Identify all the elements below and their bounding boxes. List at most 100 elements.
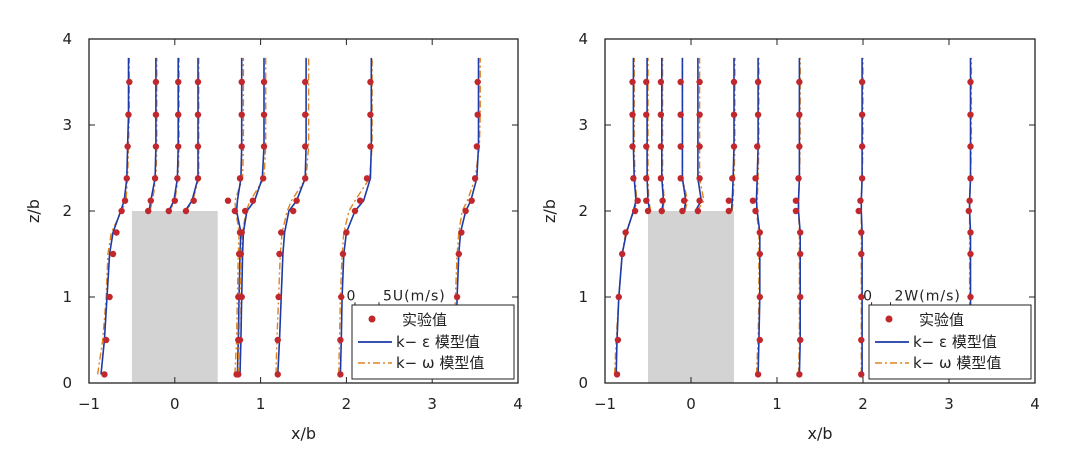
experiment-point (125, 111, 132, 118)
experiment-point (754, 371, 762, 378)
experiment-point (194, 78, 202, 86)
experiment-point (967, 175, 974, 182)
experiment-point (237, 250, 245, 258)
scale-bar-zero-label: 0 (863, 288, 872, 304)
experiment-point (677, 175, 684, 182)
profile-5-k-omega-line (237, 57, 267, 375)
y-axis-label: z/b (24, 199, 43, 223)
experiment-point (302, 175, 309, 182)
experiment-point (858, 111, 866, 118)
experiment-point (858, 78, 866, 86)
experiment-point (175, 78, 182, 86)
experiment-point (302, 78, 309, 86)
experiment-point (145, 207, 152, 215)
experiment-point (680, 197, 688, 204)
experiment-point (643, 143, 650, 150)
experiment-point (967, 78, 974, 86)
scale-bar-zero-label: 0 (347, 288, 356, 304)
experiment-point (275, 293, 282, 301)
x-tick-label: 3 (427, 395, 437, 413)
experiment-point (657, 111, 665, 118)
experiment-point (797, 336, 804, 344)
experiment-point (696, 78, 703, 86)
experiment-point (752, 207, 759, 215)
experiment-point (102, 336, 110, 344)
experiment-point (614, 336, 622, 344)
experiment-point (152, 78, 160, 86)
building-block (648, 211, 734, 383)
experiment-point (792, 197, 800, 204)
experiment-point (657, 143, 665, 150)
experiment-point (696, 143, 703, 150)
profile-0-k-epsilon-line (100, 57, 130, 375)
x-tick-label: −1 (78, 395, 100, 413)
y-tick-label: 4 (578, 30, 588, 48)
experiment-point (462, 207, 469, 215)
x-tick-label: 3 (944, 395, 954, 413)
scale-bar-unit-label: 2W(m/s) (895, 288, 961, 304)
chart-panel-right: −1 0 1 2 3 4 0 1 2 3 4 x/b z/b 0 2W(m/s) 实验值 k− ε 模型值 k− … (540, 30, 1040, 443)
experiment-point (165, 207, 172, 215)
experiment-point (194, 111, 202, 118)
y-tick-label: 1 (62, 288, 72, 306)
profile-4-k-omega-line (234, 57, 245, 375)
experiment-point (118, 207, 125, 215)
x-tick-label: 1 (772, 395, 782, 413)
y-tick-label: 2 (578, 202, 588, 220)
experiment-point (121, 197, 129, 204)
experiment-point (338, 293, 345, 301)
x-tick-label: 2 (342, 395, 352, 413)
experiment-point (613, 371, 621, 378)
experiment-point (171, 197, 178, 204)
experiment-point (797, 250, 804, 258)
building-block (131, 211, 218, 383)
experiment-point (290, 207, 297, 215)
x-tick-label: 1 (256, 395, 266, 413)
x-tick-label: 0 (170, 395, 180, 413)
experiment-point (730, 111, 738, 118)
experiment-point (367, 111, 374, 118)
y-tick-label: 0 (62, 374, 72, 392)
y-tick-label: 3 (578, 116, 588, 134)
experiment-point (725, 207, 733, 215)
profile-9-k-epsilon-line (968, 57, 972, 375)
experiment-point (455, 250, 462, 258)
x-tick-label: −1 (594, 395, 616, 413)
experiment-point (677, 143, 684, 150)
experiment-point (694, 207, 702, 215)
experiment-point (619, 250, 626, 258)
experiment-point (175, 111, 182, 118)
experiment-point (857, 197, 864, 204)
experiment-point (471, 175, 479, 182)
experiment-point (858, 336, 865, 344)
experiment-point (152, 111, 160, 118)
experiment-point (756, 336, 763, 344)
scale-bar-unit-label: 5U(m/s) (383, 288, 446, 304)
experiment-point (659, 197, 666, 204)
experiment-point (795, 175, 802, 182)
experiment-point (337, 371, 344, 378)
experiment-point (474, 111, 481, 118)
profile-4-k-epsilon-line (235, 57, 243, 375)
experiment-point (151, 175, 159, 182)
experiment-point (293, 197, 300, 204)
experiment-point (277, 229, 285, 236)
experiment-point (643, 197, 650, 204)
experiment-point (194, 143, 202, 150)
experiment-point (858, 175, 866, 182)
experiment-point (241, 207, 249, 215)
experiment-point (453, 293, 461, 301)
legend-experiment-marker (885, 315, 893, 323)
experiment-point (629, 111, 636, 118)
experiment-point (238, 293, 245, 301)
experiment-point (622, 229, 629, 236)
experiment-point (657, 175, 665, 182)
legend-experiment-label: 实验值 (402, 311, 447, 329)
experiment-point (113, 229, 120, 236)
experiment-point (152, 143, 160, 150)
experiment-point (756, 293, 763, 301)
y-axis-label: z/b (540, 199, 559, 223)
experiment-point (752, 175, 759, 182)
